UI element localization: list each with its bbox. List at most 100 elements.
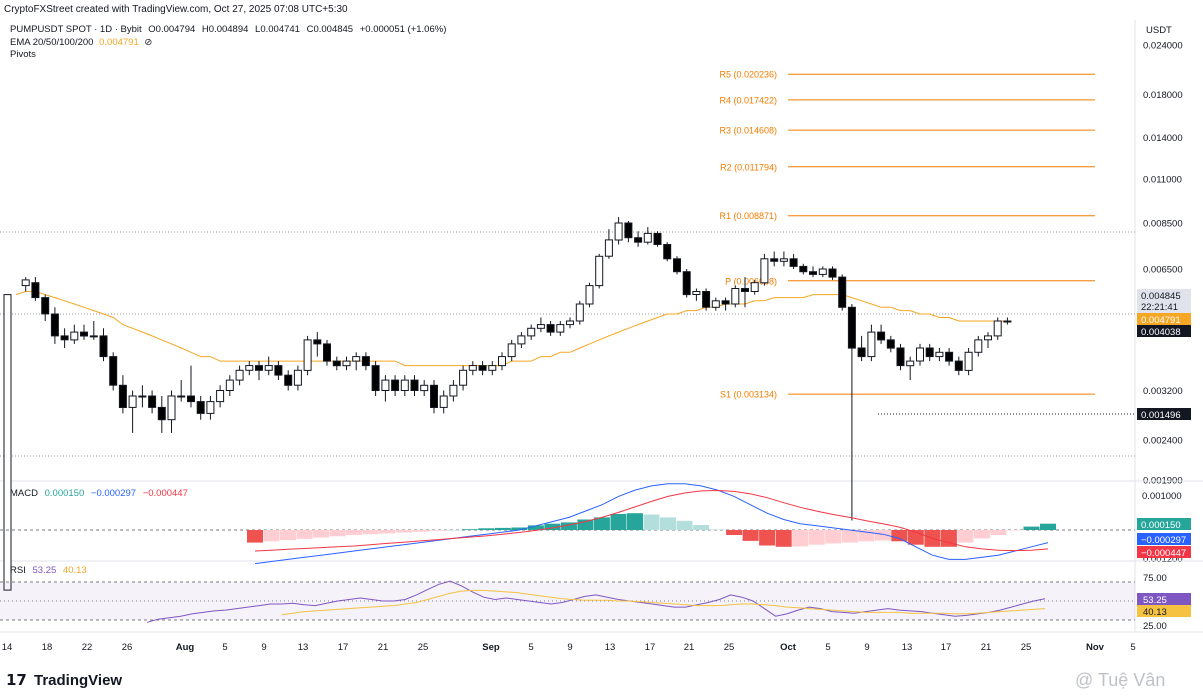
candle <box>916 343 924 366</box>
ohlc-high: H0.004894 <box>202 24 248 35</box>
macd-bar <box>940 530 957 547</box>
tradingview-logo[interactable]: 𝟭𝟳 TradingView <box>6 672 122 689</box>
candle <box>702 288 711 311</box>
candle <box>138 385 147 408</box>
ema-price-text: 0.004791 <box>1141 315 1181 326</box>
ohlc-low: L0.004741 <box>255 24 300 35</box>
candle <box>653 231 662 247</box>
candle <box>468 361 477 376</box>
macd-bar <box>891 530 908 542</box>
pivot-label-0: R5 (0.020236) <box>719 70 777 80</box>
macd-bar <box>494 527 511 530</box>
macd-bar <box>858 530 875 542</box>
macd-bar <box>792 530 809 547</box>
currency-label: USDT <box>1146 25 1172 36</box>
candle <box>867 324 876 362</box>
rsi-tag-ma: 40.13 <box>1143 607 1167 618</box>
rsi-legend[interactable]: RSI 53.25 40.13 <box>10 565 87 576</box>
candle <box>877 324 886 344</box>
pivot-label-3: R2 (0.011794) <box>720 162 777 172</box>
time-label-25: Nov <box>1086 642 1105 653</box>
candle <box>974 335 983 357</box>
macd-line <box>254 483 1049 565</box>
time-label-17: 25 <box>724 642 735 653</box>
time-label-3: 26 <box>122 642 133 653</box>
time-label-1: 18 <box>42 642 53 653</box>
macd-bar <box>627 513 643 530</box>
pivot-label-4: R1 (0.008871) <box>719 211 777 221</box>
macd-hist-value: 0.000150 <box>45 488 85 499</box>
candle <box>546 321 555 336</box>
candle <box>371 361 380 396</box>
macd-bar <box>313 530 330 538</box>
macd-tag-hist: 0.000150 <box>1141 520 1181 531</box>
macd-bar <box>1023 526 1040 530</box>
macd-bar <box>660 517 676 530</box>
candle <box>604 229 613 259</box>
candle <box>925 343 934 362</box>
macd-bar <box>560 522 577 530</box>
time-label-6: 9 <box>261 642 266 653</box>
candle <box>809 266 817 278</box>
macd-bar <box>742 530 759 541</box>
candle <box>293 365 302 391</box>
candle <box>585 282 594 308</box>
candle <box>167 390 176 433</box>
macd-bar <box>593 517 610 530</box>
time-label-8: 17 <box>338 642 349 653</box>
candle <box>80 324 88 340</box>
candle <box>566 317 574 329</box>
candle <box>721 297 730 311</box>
candle <box>964 348 973 376</box>
macd-bar <box>461 529 478 530</box>
time-label-9: 21 <box>378 642 389 653</box>
macd-bar <box>676 520 693 530</box>
time-label-19: 5 <box>825 642 830 653</box>
candle <box>323 339 331 366</box>
candle <box>624 221 633 243</box>
candle <box>410 375 419 396</box>
candle <box>498 352 506 371</box>
macd-bar <box>973 530 990 539</box>
price-tick-12: 0.001200 <box>1143 554 1183 565</box>
macd-bar <box>346 530 363 535</box>
time-label-20: 9 <box>864 642 869 653</box>
candle <box>847 304 856 521</box>
ohlc-change: +0.000051 (+1.06%) <box>360 24 447 35</box>
candle <box>799 263 808 275</box>
pivots-legend[interactable]: Pivots <box>10 49 36 60</box>
candle <box>50 307 59 344</box>
candle <box>556 321 565 336</box>
candle <box>187 365 195 408</box>
candle <box>391 375 400 396</box>
symbol-line: PUMPUSDT SPOT · 1D · Bybit <box>10 24 142 35</box>
macd-bar <box>825 530 842 544</box>
candle <box>361 352 370 371</box>
candle <box>692 288 701 301</box>
macd-bar <box>379 530 396 534</box>
candle <box>770 251 779 267</box>
macd-legend[interactable]: MACD 0.000150 −0.000297 −0.000447 <box>10 488 188 499</box>
macd-label: MACD <box>10 488 38 499</box>
time-label-7: 13 <box>298 642 309 653</box>
macd-bar <box>544 523 561 530</box>
ema-legend[interactable]: EMA 20/50/100/200 0.004791 ⊘ <box>10 37 152 48</box>
price-tick-3: 0.024000 <box>1143 41 1183 52</box>
created-by-text: CryptoFXStreet created with TradingView.… <box>4 4 348 15</box>
eye-off-icon: ⊘ <box>144 37 152 48</box>
ema-legend-value: 0.004791 <box>99 37 139 48</box>
candle <box>206 396 215 420</box>
rsi-ma-value: 40.13 <box>63 565 87 576</box>
candle <box>731 285 740 308</box>
candle <box>1003 317 1012 325</box>
candle <box>303 335 312 376</box>
countdown-text: 22:21:41 <box>1141 302 1178 313</box>
macd-axis-tick: 0.001000 <box>1142 491 1182 502</box>
time-label-2: 22 <box>82 642 93 653</box>
time-label-11: Sep <box>482 642 500 653</box>
rsi-tags: 53.25 40.13 <box>1137 593 1191 618</box>
candle <box>595 253 604 289</box>
candle <box>31 277 40 301</box>
macd-bar <box>247 530 263 543</box>
